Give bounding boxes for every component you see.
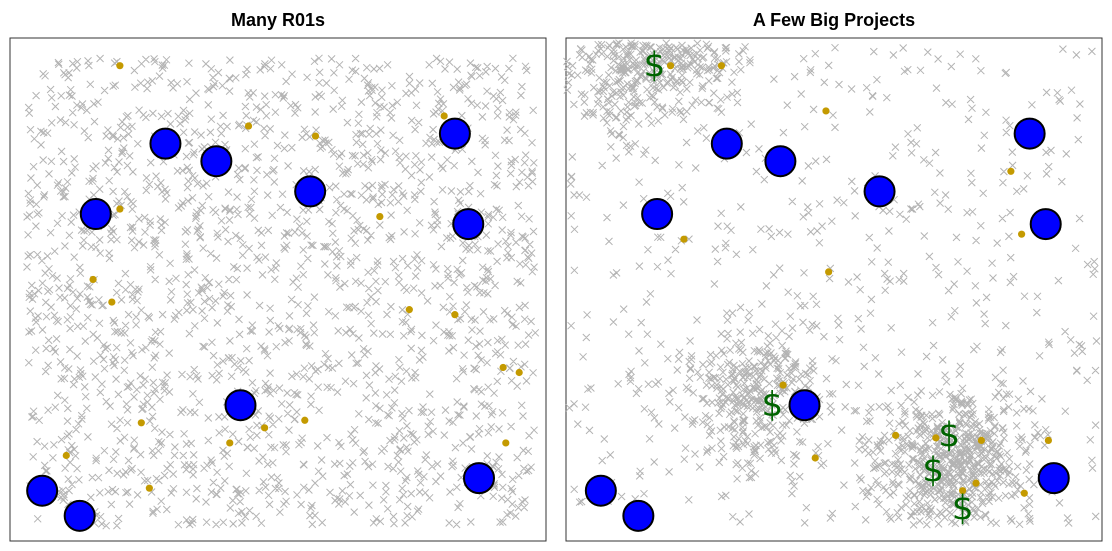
small-dot-left-11 [499,363,507,372]
background-crosses-path-left [23,54,540,530]
small-dot-left-0 [116,62,124,70]
target-circle-right-9 [1037,462,1070,495]
panel-title-right: A Few Big Projects [753,10,915,30]
small-dot-left-18 [62,451,70,460]
small-dot-left-12 [515,368,523,377]
target-circle-left-0 [149,127,182,160]
small-dot-right-10 [977,436,986,444]
target-circle-left-5 [452,208,485,241]
small-dot-left-6 [376,212,384,221]
target-circle-right-6 [788,389,821,422]
small-dot-left-10 [451,311,459,319]
small-dots-right [666,62,1052,497]
small-dot-left-8 [108,298,116,306]
target-circle-left-8 [63,499,96,532]
small-dot-left-7 [89,275,97,284]
dollar-sign-right-2: $ [938,415,960,455]
plot-frame-right [565,37,1103,542]
target-circle-left-4 [79,198,112,231]
dollar-sign-right-1: $ [762,385,784,425]
dollar-sign-right-3: $ [922,451,944,491]
small-dot-left-3 [440,112,448,120]
dollar-sign-right-4: $ [952,488,974,528]
small-dot-right-8 [892,431,900,439]
plot-frame-left [9,37,547,542]
small-dot-left-15 [301,416,309,424]
small-dot-right-11 [1044,436,1052,444]
target-circle-right-3 [1013,117,1046,150]
background-crosses-right [563,39,1101,529]
small-dot-right-6 [825,268,833,276]
background-crosses-path-right [563,39,1101,529]
target-circle-left-1 [200,145,233,178]
target-circle-right-8 [622,499,655,532]
dollar-sign-right-0: $ [644,46,666,86]
small-dot-right-7 [779,381,787,389]
small-dot-right-9 [932,434,940,442]
target-circle-left-6 [224,389,257,422]
panel-many-r01s: Many R01s [9,10,547,542]
target-circle-right-2 [863,175,896,208]
small-dot-right-13 [972,479,980,487]
target-circle-right-0 [710,127,743,160]
small-dot-left-1 [244,122,253,130]
small-dot-right-4 [1018,230,1026,238]
target-circle-right-4 [641,198,674,231]
small-dot-right-14 [959,487,967,495]
small-dot-left-13 [137,419,145,427]
small-dot-right-12 [811,454,819,462]
targets-right [584,117,1070,532]
target-circle-right-7 [584,474,617,507]
target-circle-right-5 [1029,208,1062,241]
target-circle-left-2 [294,175,327,208]
small-dot-left-16 [226,439,234,447]
small-dot-left-19 [145,484,153,492]
small-dot-right-1 [717,62,726,70]
panel-title-left: Many R01s [231,10,325,30]
small-dot-left-5 [116,205,124,213]
panel-few-big-projects: A Few Big Projects $$$$$ [563,10,1103,542]
dollar-signs-right: $$$$$ [644,46,974,529]
target-circle-left-3 [438,117,471,150]
target-circle-left-9 [463,462,495,495]
small-dot-left-17 [502,439,510,447]
small-dot-left-14 [261,424,269,432]
small-dot-right-2 [822,107,830,115]
small-dot-right-0 [666,62,675,70]
targets-left [26,117,495,532]
small-dot-left-9 [405,306,413,314]
background-crosses-left [23,54,540,530]
target-circle-left-7 [26,474,59,507]
small-dot-right-3 [1007,167,1015,175]
small-dot-left-2 [311,132,320,140]
small-dot-right-5 [680,235,688,243]
target-circle-right-1 [764,145,797,178]
small-dot-right-15 [1020,489,1028,497]
